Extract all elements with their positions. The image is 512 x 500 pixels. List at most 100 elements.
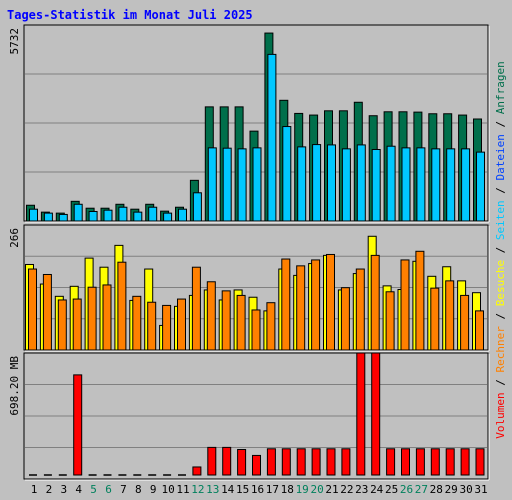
x-tick-label: 2 [46, 483, 53, 496]
bar-dateien [29, 208, 38, 222]
bar-dateien [476, 151, 485, 222]
bar-dateien [73, 203, 83, 222]
bar-rechner [400, 259, 410, 351]
bar-dateien [148, 206, 158, 222]
x-tick-label: 22 [340, 483, 353, 496]
x-tick-label: 17 [266, 483, 279, 496]
bar-volumen [371, 352, 381, 476]
bar-dateien [327, 144, 336, 222]
x-tick-label: 19 [296, 483, 309, 496]
x-tick-label: 31 [474, 483, 487, 496]
x-tick-label: 16 [251, 483, 264, 496]
y-max-label: 266 [8, 228, 21, 248]
middle-bars [25, 235, 484, 351]
bar-volumen [430, 448, 440, 476]
x-tick-label: 5 [90, 483, 97, 496]
bar-volumen [401, 448, 410, 476]
bar-volumen [341, 448, 351, 476]
bar-volumen [237, 448, 247, 476]
x-tick-label: 6 [105, 483, 112, 496]
bar-rechner [355, 268, 365, 351]
bar-volumen [296, 448, 306, 476]
bar-dateien [133, 211, 143, 222]
bar-dateien [461, 148, 471, 222]
bar-dateien [237, 148, 247, 222]
x-tick-label: 27 [415, 483, 428, 496]
bar-rechner [132, 295, 142, 351]
bar-dateien [103, 209, 113, 222]
bar-rechner [147, 301, 157, 351]
bar-dateien [267, 53, 277, 222]
bar-volumen [475, 448, 485, 476]
x-tick-label: 30 [459, 483, 472, 496]
bar-rechner [370, 254, 380, 351]
x-tick-label: 13 [206, 483, 219, 496]
bar-dateien [43, 212, 53, 222]
bar-dateien [58, 213, 68, 222]
bar-volumen [207, 446, 217, 476]
bar-volumen [415, 448, 425, 476]
x-tick-label: 4 [75, 483, 82, 496]
bar-rechner [28, 268, 37, 351]
bar-dateien [371, 148, 381, 222]
x-tick-label: 11 [176, 483, 189, 496]
x-tick-label: 29 [445, 483, 458, 496]
bar-rechner [42, 273, 52, 351]
bar-dateien [446, 148, 456, 222]
bar-volumen [311, 448, 321, 476]
bar-dateien [312, 144, 322, 222]
x-tick-label: 24 [370, 483, 384, 496]
x-tick-label: 9 [150, 483, 157, 496]
x-tick-label: 10 [161, 483, 174, 496]
bar-dateien [192, 192, 202, 222]
bar-dateien [341, 148, 351, 222]
x-tick-label: 3 [60, 483, 67, 496]
bar-rechner [281, 258, 291, 351]
bar-dateien [297, 146, 307, 222]
bar-volumen [460, 448, 470, 476]
bar-rechner [177, 298, 186, 351]
bar-dateien [386, 145, 396, 222]
x-tick-label: 12 [191, 483, 204, 496]
legend-anfragen: Anfragen [494, 61, 507, 114]
legend-volumen: Volumen [494, 392, 507, 438]
x-tick-label: 7 [120, 483, 127, 496]
bar-dateien [222, 147, 232, 222]
bar-rechner [236, 294, 246, 351]
bar-rechner [460, 294, 470, 351]
x-tick-label: 1 [31, 483, 38, 496]
bar-dateien [118, 206, 128, 222]
bar-dateien [401, 147, 411, 222]
bar-volumen [386, 448, 396, 476]
x-tick-label: 14 [221, 483, 235, 496]
bar-rechner [102, 284, 112, 351]
bar-dateien [356, 144, 366, 222]
bar-rechner [251, 309, 261, 351]
bottom-bars [29, 352, 485, 476]
bar-dateien [431, 148, 441, 222]
bar-rechner [340, 287, 350, 351]
bar-volumen [356, 352, 366, 476]
x-tick-label: 8 [135, 483, 142, 496]
bar-dateien [178, 208, 187, 222]
bar-dateien [88, 210, 98, 222]
bar-rechner [475, 310, 484, 351]
x-tick-label: 21 [325, 483, 338, 496]
legend-separator: / [494, 240, 507, 260]
legend-seiten: Seiten [494, 200, 507, 240]
bar-dateien [282, 126, 292, 222]
legend-separator: / [494, 114, 507, 134]
bar-rechner [57, 299, 67, 351]
bar-volumen [73, 374, 83, 476]
legend-besuche: Besuche [494, 260, 507, 306]
bar-rechner [206, 281, 216, 351]
legend-separator: / [494, 180, 507, 200]
y-max-label: 5732 [8, 28, 21, 55]
bar-rechner [326, 253, 335, 351]
bar-rechner [87, 286, 97, 351]
bar-dateien [416, 147, 426, 222]
x-tick-label: 20 [310, 483, 323, 496]
x-tick-label: 25 [385, 483, 398, 496]
bar-volumen [445, 448, 455, 476]
